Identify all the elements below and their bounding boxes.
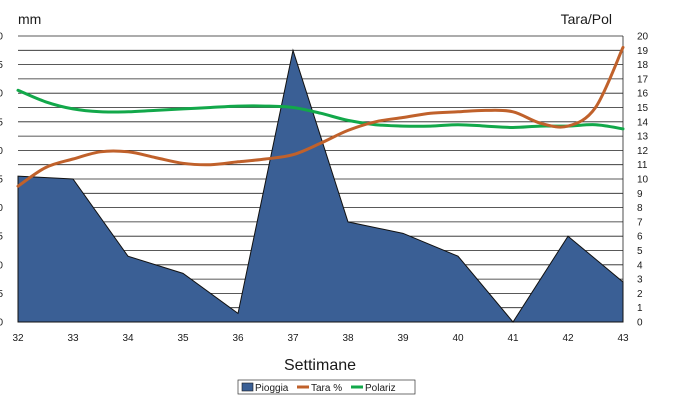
x-tick-label: 36 xyxy=(232,333,244,344)
x-axis-ticks: 32 33 34 35 36 37 38 39 40 41 42 43 xyxy=(12,333,629,344)
legend: Pioggia Tara % Polariz xyxy=(237,379,416,395)
x-tick-label: 34 xyxy=(122,333,134,344)
line-series-layer xyxy=(16,45,625,188)
right-tick-label: 11 xyxy=(637,160,648,171)
left-tick-label: 35 xyxy=(0,117,3,128)
left-tick-label: 40 xyxy=(0,89,3,100)
right-tick-label: 13 xyxy=(637,132,649,143)
right-axis-unit: Tara/Pol xyxy=(561,11,612,27)
right-tick-label: 9 xyxy=(637,189,643,200)
right-tick-label: 7 xyxy=(637,217,643,228)
legend-frame xyxy=(237,379,416,395)
right-tick-label: 12 xyxy=(637,146,649,157)
right-tick-label: 2 xyxy=(637,289,643,300)
left-tick-label: 15 xyxy=(0,232,3,243)
x-tick-label: 33 xyxy=(67,333,79,344)
left-tick-label: 50 xyxy=(0,32,3,43)
x-tick-label: 43 xyxy=(617,333,629,344)
right-tick-label: 10 xyxy=(637,175,649,186)
line-series-tara xyxy=(16,45,625,188)
x-tick-label: 41 xyxy=(507,333,519,344)
right-tick-label: 4 xyxy=(637,260,643,271)
left-axis-ticks: 0 5 10 15 20 25 30 35 40 45 50 xyxy=(0,32,3,329)
line-series-polariz xyxy=(16,88,625,131)
right-tick-label: 8 xyxy=(637,203,643,214)
x-tick-label: 42 xyxy=(562,333,574,344)
left-tick-label: 10 xyxy=(0,260,3,271)
right-tick-label: 15 xyxy=(637,103,649,114)
left-tick-label: 20 xyxy=(0,203,3,214)
right-tick-label: 6 xyxy=(637,232,643,243)
x-tick-label: 37 xyxy=(287,333,299,344)
right-tick-label: 18 xyxy=(637,60,649,71)
right-tick-label: 0 xyxy=(637,318,643,329)
x-tick-label: 38 xyxy=(342,333,354,344)
legend-label-pioggia: Pioggia xyxy=(255,383,289,394)
x-tick-label: 32 xyxy=(12,333,24,344)
right-tick-label: 16 xyxy=(637,89,649,100)
right-tick-label: 3 xyxy=(637,275,643,286)
left-tick-label: 45 xyxy=(0,60,3,71)
left-tick-label: 5 xyxy=(0,289,3,300)
legend-label-polariz: Polariz xyxy=(365,383,396,394)
right-tick-label: 20 xyxy=(637,32,649,43)
right-tick-label: 17 xyxy=(637,74,649,85)
rainfall-area-layer xyxy=(17,48,624,323)
right-tick-label: 19 xyxy=(637,46,649,57)
left-tick-label: 25 xyxy=(0,175,3,186)
left-tick-label: 0 xyxy=(0,318,3,329)
legend-swatch-pioggia xyxy=(241,382,254,392)
left-axis-unit: mm xyxy=(18,11,41,27)
legend-label-tara: Tara % xyxy=(311,383,342,394)
x-tick-label: 39 xyxy=(397,333,409,344)
area-series-pioggia xyxy=(17,48,624,323)
right-tick-label: 5 xyxy=(637,246,643,257)
right-tick-label: 1 xyxy=(637,303,643,314)
x-axis-label: Settimane xyxy=(284,357,356,374)
right-tick-label: 14 xyxy=(637,117,649,128)
x-tick-label: 35 xyxy=(177,333,189,344)
left-tick-label: 30 xyxy=(0,146,3,157)
x-tick-label: 40 xyxy=(452,333,464,344)
